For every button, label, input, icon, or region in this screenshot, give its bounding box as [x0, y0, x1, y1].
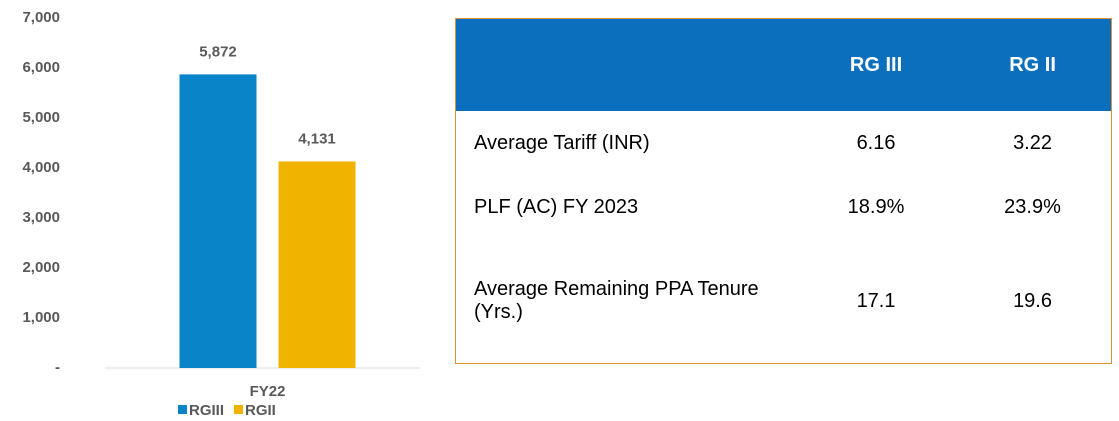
y-tick-label: 4,000 — [22, 159, 60, 176]
x-tick-label: FY22 — [250, 383, 286, 400]
chart: - 1,000 2,000 3,000 4,000 5,000 6,000 7,000 FY22… — [22, 9, 420, 419]
y-tick-label: - — [55, 359, 60, 376]
y-tick-label: 6,000 — [22, 59, 60, 76]
header-row: RG III RG II — [455, 18, 1112, 111]
table-cell: 3.22 — [1013, 131, 1052, 154]
table-row: Average Remaining PPA Tenure (Yrs.) 17.1 1… — [456, 239, 1112, 363]
y-tick-label: 1,000 — [22, 309, 60, 326]
table-cell: 19.6 — [1013, 289, 1052, 312]
data-table: RG III RG II Average Tariff (INR) 6.16 3.22… — [455, 18, 1112, 364]
row-label: Average Tariff (INR) — [474, 131, 650, 154]
y-tick-label: 7,000 — [22, 9, 60, 26]
table-row: Average Tariff (INR) 6.16 3.22 — [456, 111, 1112, 175]
legend-swatch — [178, 405, 187, 414]
legend-label: RGIII — [189, 402, 224, 419]
value-label: 4,131 — [298, 130, 336, 147]
bar — [179, 74, 257, 369]
header-cell — [455, 18, 798, 111]
table-cell: 18.9% — [847, 195, 905, 218]
y-tick-label: 5,000 — [22, 109, 60, 126]
column-header: RG II — [954, 18, 1112, 111]
legend-swatch — [234, 405, 244, 414]
row-label: Average Remaining PPA Tenure (Yrs.) — [474, 278, 759, 324]
table-row: PLF (AC) FY 2023 18.9% 23.9% — [456, 175, 1112, 239]
table-cell: 17.1 — [856, 289, 896, 312]
legend-label: RGII — [245, 402, 276, 419]
y-tick-label: 2,000 — [22, 259, 60, 276]
bar — [278, 161, 356, 368]
table-cell: 6.16 — [856, 131, 896, 154]
column-header: RG III — [798, 18, 955, 111]
y-tick-label: 3,000 — [22, 209, 60, 226]
value-label: 5,872 — [199, 43, 237, 60]
table-cell: 23.9% — [1004, 195, 1061, 218]
row-label: PLF (AC) FY 2023 — [474, 195, 639, 218]
